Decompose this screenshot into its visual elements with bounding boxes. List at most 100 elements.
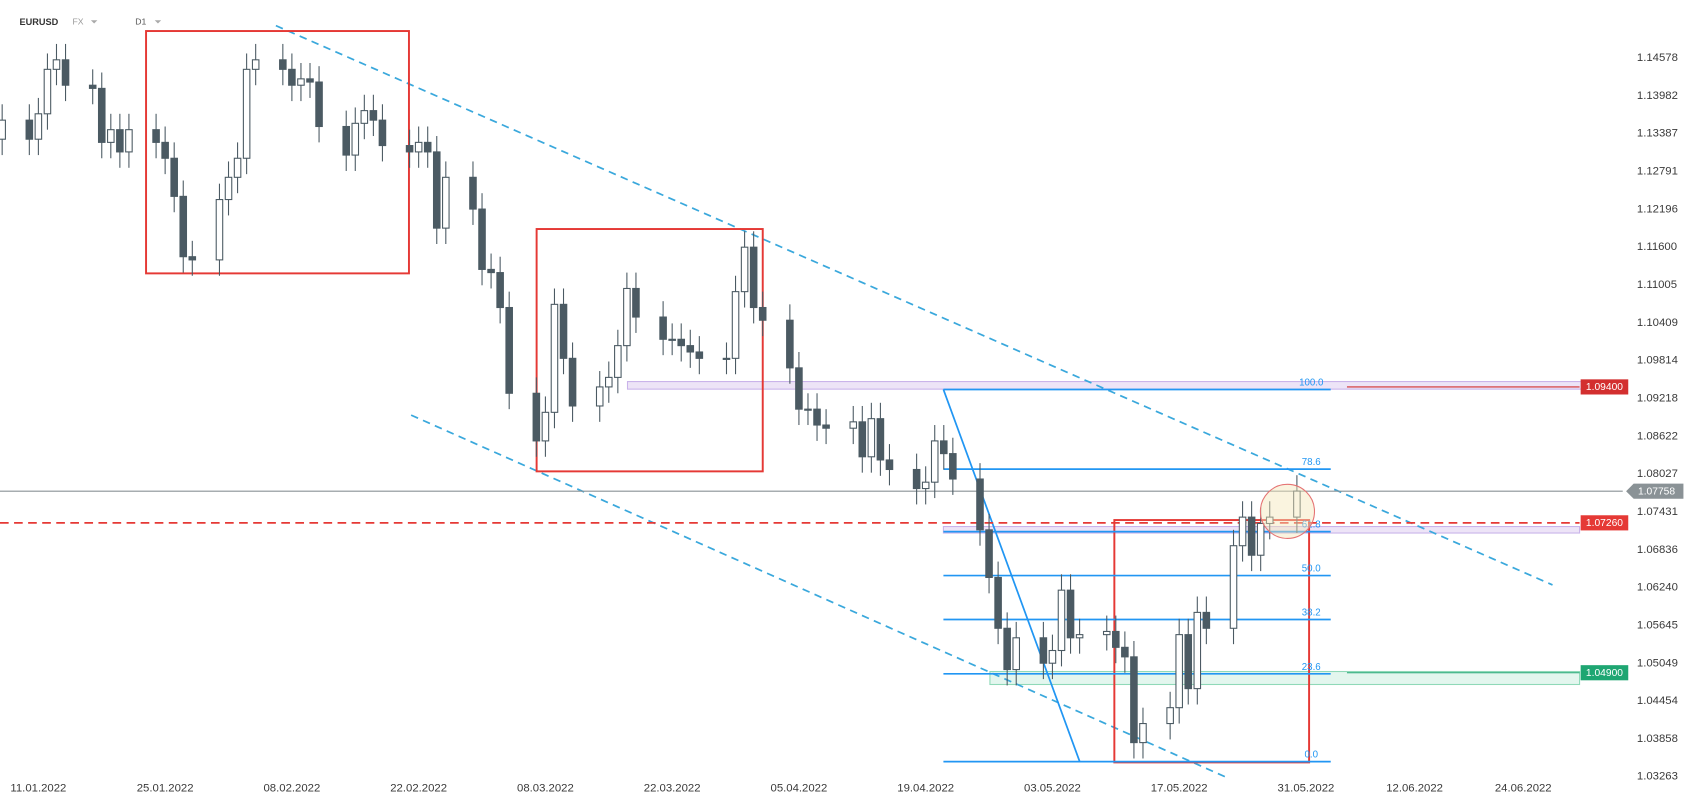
candle-body: [568, 357, 577, 407]
candle-body: [279, 59, 287, 70]
candle-body: [695, 351, 704, 359]
candle-body: [1247, 516, 1256, 556]
candle-body: [949, 453, 957, 480]
candle-body: [405, 145, 414, 153]
candle-body: [170, 157, 178, 197]
candle-body: [985, 529, 993, 579]
candle-body: [161, 141, 169, 159]
resistance-zone: [626, 381, 1624, 390]
candle-body: [1112, 630, 1120, 648]
candle-body: [604, 376, 613, 388]
x-tick-label: 22.02.2022: [390, 782, 447, 794]
candle-body: [632, 287, 640, 318]
y-tick-label: 1.04454: [1637, 695, 1678, 707]
price-levels: [0, 386, 1623, 674]
candle-body: [469, 176, 477, 210]
level-tag: [1580, 379, 1629, 395]
candle-body: [61, 59, 70, 86]
upper-trendline: [275, 24, 1553, 586]
candle-body: [813, 408, 821, 426]
x-tick-label: 08.02.2022: [264, 782, 321, 794]
candle-body: [1057, 589, 1066, 652]
fib-label: 0.0: [1304, 750, 1318, 761]
candle-body: [677, 338, 686, 347]
highlight-circle: [1259, 483, 1316, 539]
candle-body: [315, 81, 323, 128]
candle-body: [1175, 634, 1183, 709]
candle-body: [360, 110, 369, 124]
y-tick-label: 1.13387: [1637, 128, 1678, 140]
candle-body: [1202, 611, 1211, 629]
candle-body: [25, 119, 34, 140]
candle-body: [423, 141, 432, 153]
x-tick-label: 19.04.2022: [897, 782, 954, 794]
candle-body: [34, 113, 43, 140]
candle-body: [1193, 611, 1202, 690]
candle-body: [668, 338, 676, 341]
candles: [0, 43, 1301, 759]
candle-body: [52, 59, 61, 70]
candle-body: [758, 306, 767, 321]
candle-body: [921, 481, 930, 490]
candle-body: [686, 345, 695, 353]
fib-label: 23.6: [1302, 662, 1321, 673]
candle-body: [912, 468, 921, 490]
candle-body: [976, 478, 984, 531]
candle-body: [432, 151, 441, 229]
market: FX: [72, 17, 83, 27]
axis-background: [1622, 0, 1691, 801]
y-tick-label: 1.14578: [1637, 52, 1678, 64]
candle-body: [822, 424, 830, 429]
x-tick-label: 11.01.2022: [10, 782, 66, 794]
candle-body: [550, 303, 559, 413]
level-tag-label: 1.04900: [1586, 668, 1623, 679]
candle-body: [623, 287, 631, 347]
y-tick-label: 1.05049: [1637, 657, 1678, 669]
candle-body: [595, 386, 604, 407]
candle-body: [125, 129, 133, 153]
y-tick-label: 1.06836: [1637, 544, 1678, 556]
y-tick-label: 1.09814: [1637, 355, 1678, 367]
candle-body: [414, 141, 423, 153]
drawings: [145, 24, 1624, 779]
candle-body: [215, 199, 224, 261]
candle-body: [242, 68, 251, 159]
candle-body: [188, 256, 197, 261]
candle-body: [541, 411, 550, 442]
candle-body: [288, 68, 296, 86]
x-tick-label: 25.01.2022: [137, 782, 194, 794]
symbol: EURUSD: [19, 17, 58, 27]
y-tick-label: 1.05645: [1637, 619, 1678, 631]
level-tag: [1580, 515, 1629, 531]
candle-body: [1039, 637, 1048, 664]
candle-body: [351, 122, 360, 156]
fib-label: 50.0: [1302, 564, 1322, 575]
interval[interactable]: D1: [135, 17, 146, 27]
candle-body: [0, 119, 6, 140]
dropdown-caret[interactable]: [154, 20, 162, 24]
x-tick-label: 31.05.2022: [1278, 782, 1335, 794]
fib-label: 100.0: [1299, 378, 1324, 389]
candle-body: [378, 119, 387, 147]
level-tag-label: 1.07260: [1586, 518, 1623, 529]
candle-body: [107, 129, 115, 143]
candle-body: [1166, 707, 1174, 725]
candle-body: [1003, 627, 1011, 671]
dropdown-caret[interactable]: [90, 20, 98, 24]
candle-body: [179, 195, 188, 258]
y-tick-label: 1.10409: [1637, 317, 1678, 329]
candle-body: [369, 110, 378, 121]
y-tick-label: 1.08622: [1637, 430, 1678, 442]
candle-body: [505, 306, 513, 394]
range-box: [535, 228, 764, 473]
y-tick-label: 1.12196: [1637, 203, 1678, 215]
candle-body: [532, 392, 541, 442]
fib-label: 78.6: [1302, 457, 1321, 468]
candle-body: [867, 418, 876, 458]
candle-body: [749, 246, 758, 309]
candle-body: [795, 367, 803, 410]
y-tick-label: 1.07431: [1637, 506, 1678, 518]
candle-body: [786, 319, 794, 369]
